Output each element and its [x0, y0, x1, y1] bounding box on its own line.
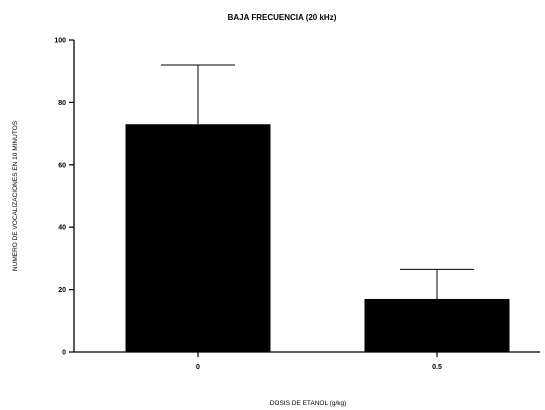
- chart-title: BAJA FRECUENCIA (20 kHz): [228, 13, 337, 22]
- bar: [364, 298, 510, 352]
- y-tick-label: 80: [58, 100, 66, 107]
- x-axis-label: DOSIS DE ETANOL (g/kg): [270, 400, 347, 407]
- y-tick-label: 20: [58, 287, 66, 294]
- x-tick-label: 0.5: [432, 364, 442, 371]
- y-tick-label: 60: [58, 162, 66, 169]
- y-tick-label: 0: [62, 350, 66, 357]
- y-tick-label: 40: [58, 225, 66, 232]
- y-tick-label: 100: [54, 38, 66, 45]
- y-axis-label: NUMERO DE VOCALIZACIONES EN 10 MINUTOS: [12, 120, 19, 271]
- bar: [125, 124, 271, 353]
- plot-area: 0 20 40 60 80 100 0 0.5: [54, 38, 540, 371]
- x-tick-label: 0: [196, 364, 200, 371]
